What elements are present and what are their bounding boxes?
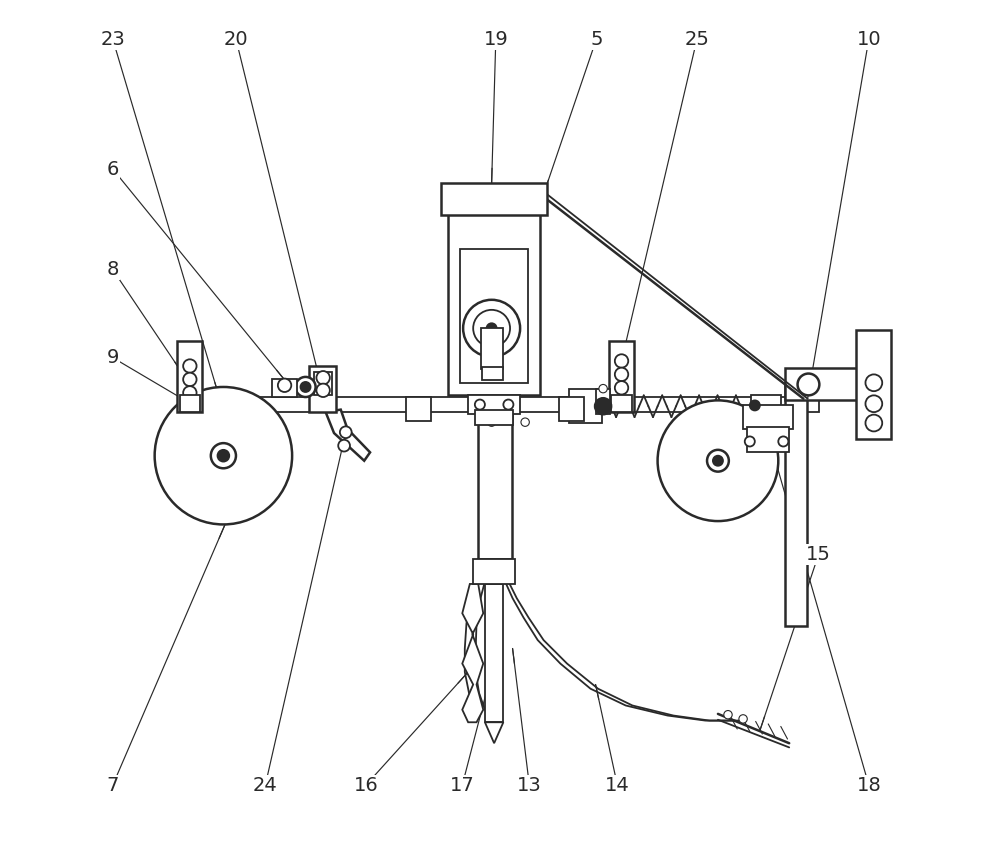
Text: 14: 14	[605, 775, 630, 795]
Text: 25: 25	[685, 29, 709, 49]
Bar	[747, 427, 789, 452]
Circle shape	[487, 323, 497, 333]
Text: 18: 18	[856, 775, 881, 795]
Circle shape	[615, 381, 628, 394]
Circle shape	[218, 450, 229, 462]
Circle shape	[713, 456, 723, 466]
Circle shape	[739, 715, 747, 723]
Text: 24: 24	[253, 775, 278, 795]
Circle shape	[503, 417, 509, 424]
Circle shape	[340, 426, 352, 438]
Circle shape	[599, 384, 607, 393]
Circle shape	[316, 371, 330, 384]
Text: 19: 19	[483, 29, 508, 49]
Bar	[743, 405, 793, 429]
Bar	[180, 395, 200, 412]
Circle shape	[707, 450, 729, 472]
Circle shape	[778, 436, 788, 447]
Bar	[559, 397, 584, 420]
Bar	[460, 249, 528, 383]
Circle shape	[615, 354, 628, 368]
Circle shape	[521, 418, 529, 426]
Circle shape	[295, 377, 316, 397]
Bar	[202, 397, 819, 412]
Circle shape	[473, 309, 510, 346]
Bar	[785, 368, 886, 399]
Bar	[478, 408, 512, 563]
Circle shape	[499, 569, 509, 579]
Circle shape	[865, 395, 882, 412]
Circle shape	[476, 412, 484, 420]
Circle shape	[503, 399, 513, 410]
Circle shape	[316, 383, 330, 397]
Bar	[475, 410, 513, 425]
Bar	[785, 383, 807, 626]
Bar	[569, 389, 602, 423]
Polygon shape	[326, 410, 370, 461]
Bar	[441, 183, 547, 215]
Bar	[751, 394, 781, 416]
Bar	[314, 372, 332, 395]
Circle shape	[595, 398, 611, 415]
Text: 6: 6	[107, 160, 119, 178]
Circle shape	[338, 440, 350, 452]
Circle shape	[480, 417, 487, 424]
Text: 8: 8	[107, 260, 119, 279]
Bar	[611, 395, 632, 412]
Circle shape	[478, 569, 488, 579]
Bar	[609, 341, 634, 412]
Text: 17: 17	[450, 775, 475, 795]
Circle shape	[183, 359, 197, 373]
Text: 13: 13	[517, 775, 542, 795]
Bar	[468, 395, 520, 414]
Circle shape	[463, 299, 520, 357]
Bar	[856, 330, 891, 439]
Circle shape	[724, 711, 732, 719]
Text: 10: 10	[857, 29, 881, 49]
Bar	[596, 389, 610, 414]
Bar	[482, 367, 503, 380]
Bar	[481, 328, 503, 368]
Circle shape	[183, 386, 197, 399]
Bar	[478, 558, 512, 571]
Circle shape	[798, 373, 819, 395]
Circle shape	[745, 436, 755, 447]
Text: 9: 9	[107, 348, 119, 368]
Text: 16: 16	[354, 775, 378, 795]
Bar	[272, 378, 297, 397]
Circle shape	[211, 443, 236, 468]
Circle shape	[504, 412, 513, 420]
Polygon shape	[485, 722, 503, 743]
Text: 5: 5	[590, 29, 603, 49]
Circle shape	[750, 400, 760, 410]
Circle shape	[278, 378, 291, 392]
Circle shape	[183, 373, 197, 386]
Text: 20: 20	[224, 29, 248, 49]
Bar	[473, 558, 515, 584]
Bar	[448, 211, 540, 395]
Circle shape	[487, 418, 496, 426]
Polygon shape	[462, 584, 483, 722]
Bar	[485, 584, 503, 722]
Text: 23: 23	[100, 29, 125, 49]
Bar	[406, 397, 431, 420]
Circle shape	[155, 387, 292, 525]
Circle shape	[658, 400, 778, 521]
Bar	[309, 366, 336, 412]
Circle shape	[865, 415, 882, 431]
Text: 7: 7	[107, 775, 119, 795]
Circle shape	[615, 368, 628, 381]
Circle shape	[865, 374, 882, 391]
Circle shape	[475, 399, 485, 410]
Bar	[177, 341, 202, 412]
Circle shape	[301, 382, 311, 392]
Text: 15: 15	[806, 545, 831, 564]
